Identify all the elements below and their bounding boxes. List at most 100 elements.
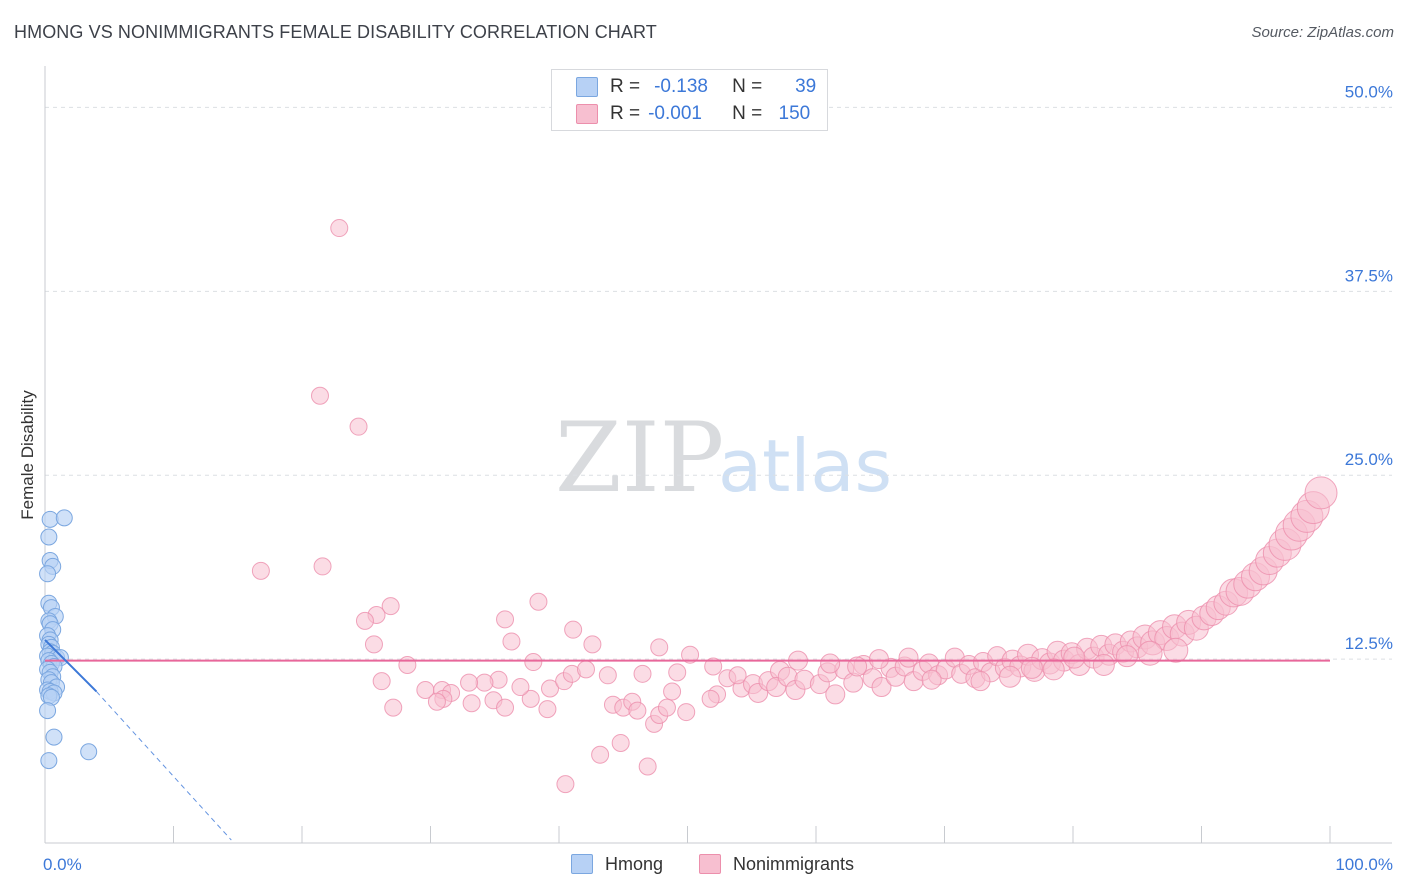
nonimmigrants-point [511, 678, 530, 697]
hmong-swatch [576, 77, 598, 97]
nonimmigrants-point [502, 632, 521, 651]
nonimmigrants-point [638, 757, 657, 776]
legend-item-hmong: Hmong [571, 851, 663, 877]
nonimmigrants-point [1163, 637, 1189, 663]
nonimmigrants-point [847, 656, 868, 677]
nonimmigrants-series [251, 219, 1338, 794]
nonimmigrants-point [628, 701, 647, 720]
chart-title: HMONG VS NONIMMIGRANTS FEMALE DISABILITY… [14, 22, 657, 42]
hmong-series [39, 509, 98, 770]
source-credit: Source: ZipAtlas.com [1251, 24, 1394, 41]
nonimmigrants-point [384, 698, 403, 717]
x-tick-label: 0.0% [43, 855, 82, 874]
nonimmigrants-point [591, 745, 610, 764]
nonimmigrants-point [251, 561, 270, 580]
legend-hmong-swatch [571, 854, 593, 874]
nonimmigrants-point [650, 638, 669, 657]
nonimmigrants-point [681, 645, 700, 664]
nonimmigrants-point [1092, 653, 1115, 676]
nonimmigrants-swatch [576, 104, 598, 124]
nonimmigrants-point [496, 610, 515, 629]
nonimmigrants-point [704, 657, 723, 676]
watermark: ZIP atlas [555, 402, 892, 514]
nonimmigrants-point [820, 653, 841, 674]
y-tick-label: 25.0% [1345, 450, 1393, 469]
stats-row-nonimmigrants: R = -0.001 N = 150 [552, 101, 810, 127]
nonimmigrants-point [330, 219, 349, 238]
nonimmigrants-point [355, 611, 374, 630]
legend-hmong-label: Hmong [605, 853, 664, 874]
nonimmigrants-point [398, 655, 417, 674]
watermark-zip: ZIP [555, 402, 724, 514]
nonimmigrants-point [1063, 646, 1086, 669]
hmong-trend-extension [96, 691, 232, 841]
nonimmigrants-point [611, 733, 630, 752]
x-tick-label: 100.0% [1335, 855, 1393, 874]
nonimmigrants-point [633, 664, 652, 683]
hmong-point [40, 752, 58, 770]
y-tick-label: 37.5% [1345, 266, 1393, 285]
nonimmigrants-point [475, 673, 494, 692]
y-tick-label: 50.0% [1345, 82, 1393, 101]
legend-nonimmigrants-swatch [699, 854, 721, 874]
hmong-point [41, 510, 59, 528]
nonimmigrants-point [556, 775, 575, 794]
nonimmigrants-point [364, 635, 383, 654]
nonimmigrants-point [970, 671, 991, 692]
nonimmigrants-point [462, 694, 481, 713]
nonimmigrants-point [1020, 656, 1043, 679]
nonimmigrants-point [349, 417, 368, 436]
nonimmigrants-point [310, 386, 329, 405]
nonimmigrants-r-label: R = [610, 103, 641, 124]
nonimmigrants-point [521, 689, 540, 708]
nonimmigrants-point [728, 666, 747, 685]
nonimmigrants-point [999, 665, 1022, 688]
nonimmigrants-r-value: -0.001 [648, 103, 702, 124]
nonimmigrants-point [496, 698, 515, 717]
stats-row-hmong: R = -0.138 N = 39 [552, 74, 816, 100]
nonimmigrants-point [825, 684, 846, 705]
nonimmigrants-point [701, 689, 720, 708]
nonimmigrants-point [677, 703, 696, 722]
nonimmigrants-point [576, 660, 595, 679]
nonimmigrants-point [541, 679, 560, 698]
nonimmigrants-point [1042, 658, 1065, 681]
nonimmigrants-point [1115, 645, 1138, 668]
nonimmigrants-point [313, 557, 332, 576]
hmong-point [39, 702, 57, 720]
legend-nonimmigrants-label: Nonimmigrants [733, 853, 855, 874]
hmong-point [39, 565, 57, 583]
nonimmigrants-point [427, 692, 446, 711]
nonimmigrants-point [657, 698, 676, 717]
nonimmigrants-n-label: N = [732, 103, 763, 124]
nonimmigrants-point [524, 653, 543, 672]
hmong-n-value: 39 [795, 76, 817, 97]
nonimmigrants-point [564, 620, 583, 639]
nonimmigrants-point [871, 677, 892, 698]
hmong-point [55, 509, 73, 527]
nonimmigrants-point [868, 649, 889, 670]
nonimmigrants-point [663, 682, 682, 701]
tick-labels: 12.5% 25.0% 37.5% 50.0% 0.0% 100.0% [43, 82, 1393, 874]
nonimmigrants-point [921, 669, 942, 690]
y-tick-label: 12.5% [1345, 634, 1393, 653]
nonimmigrants-point [460, 673, 479, 692]
nonimmigrants-point [529, 592, 548, 611]
hmong-point [45, 728, 63, 746]
hmong-point [80, 743, 98, 761]
legend-item-nonimmigrants: Nonimmigrants [699, 851, 854, 877]
correlation-stats-box: R = -0.138 N = 39 R = -0.001 N = 150 [551, 69, 828, 131]
hmong-trend-line [44, 639, 98, 693]
nonimmigrants-point [372, 672, 391, 691]
nonimmigrants-point [598, 666, 617, 685]
hmong-n-label: N = [732, 76, 763, 97]
nonimmigrants-point [538, 700, 557, 719]
nonimmigrants-point [1137, 640, 1163, 666]
trend-lines [44, 639, 1330, 841]
hmong-point [40, 528, 58, 546]
nonimmigrants-point [668, 663, 687, 682]
hmong-r-label: R = [610, 76, 641, 97]
grid-lines [45, 106, 1392, 660]
nonimmigrants-point [583, 635, 602, 654]
nonimmigrants-point [898, 647, 919, 668]
